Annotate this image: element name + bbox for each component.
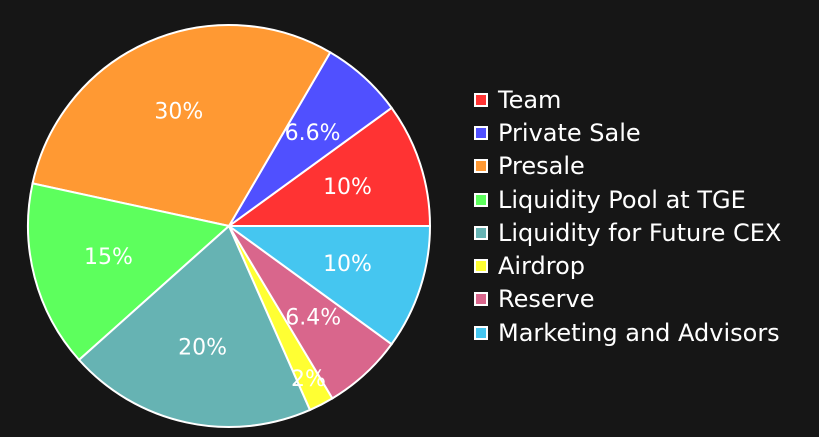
legend-label-marketing: Marketing and Advisors <box>498 318 780 347</box>
pie-label-liquidity-for-future-cex: 20% <box>178 335 227 360</box>
pie-slice-team <box>225 106 432 227</box>
pie-label-presale: 30% <box>154 99 203 124</box>
legend-swatch-team <box>474 92 488 107</box>
pie-label-reserve: 6.4% <box>285 305 341 330</box>
pie-slices <box>27 24 432 428</box>
pie-label-liquidity-pool-at-tge: 15% <box>84 245 133 270</box>
legend-label-reserve: Reserve <box>498 285 595 314</box>
pie-slice-marketing-and-advisors <box>225 225 432 346</box>
pie-label-airdrop: 2% <box>291 367 326 392</box>
legend-item-marketing: Marketing and Advisors <box>474 316 814 349</box>
legend-item-presale: Presale <box>474 150 814 183</box>
legend-item-reserve: Reserve <box>474 283 814 316</box>
legend-item-liquidity-pool: Liquidity Pool at TGE <box>474 183 814 216</box>
legend-label-liquidity-cex: Liquidity for Future CEX <box>498 218 782 247</box>
legend-swatch-liquidity-cex <box>474 225 488 240</box>
legend-swatch-airdrop <box>474 259 488 274</box>
legend-item-liquidity-cex: Liquidity for Future CEX <box>474 216 814 249</box>
pie-slice-presale <box>31 24 332 228</box>
pie-slice-liquidity-pool-at-tge <box>27 182 232 362</box>
legend-item-private-sale: Private Sale <box>474 116 814 149</box>
legend-item-airdrop: Airdrop <box>474 249 814 282</box>
legend-label-airdrop: Airdrop <box>498 252 586 281</box>
pie-chart: 10% 6.6% 30% 15% 20% 2% 6.4% 10% <box>27 24 432 428</box>
legend-swatch-private-sale <box>474 125 488 140</box>
pie-slice-liquidity-for-future-cex <box>77 224 312 428</box>
legend-swatch-reserve <box>474 292 488 307</box>
legend-swatch-presale <box>474 159 488 174</box>
pie-labels: 10% 6.6% 30% 15% 20% 2% 6.4% 10% <box>84 99 372 392</box>
pie-label-private-sale: 6.6% <box>285 121 341 146</box>
pie-label-team: 10% <box>323 175 372 200</box>
pie-label-marketing-and-advisors: 10% <box>323 252 372 277</box>
legend-label-private-sale: Private Sale <box>498 118 641 147</box>
chart-legend: Team Private Sale Presale Liquidity Pool… <box>474 83 814 349</box>
legend-label-liquidity-pool: Liquidity Pool at TGE <box>498 185 746 214</box>
legend-swatch-liquidity-pool <box>474 192 488 207</box>
legend-item-team: Team <box>474 83 814 116</box>
legend-label-team: Team <box>498 85 562 114</box>
legend-label-presale: Presale <box>498 152 585 181</box>
legend-swatch-marketing <box>474 325 488 340</box>
